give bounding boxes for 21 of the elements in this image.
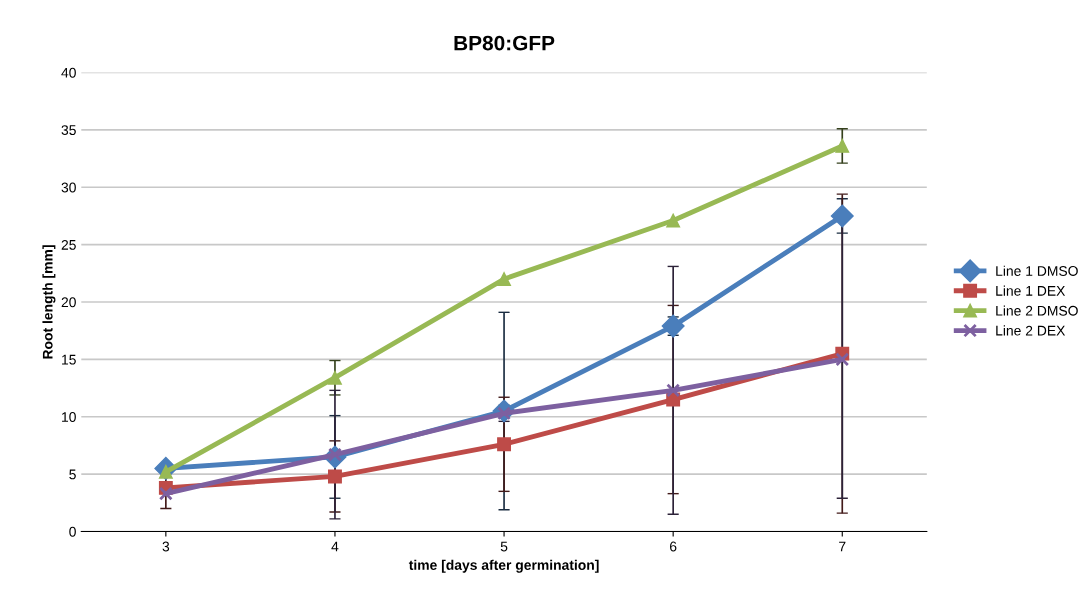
legend-label: Line 1 DMSO xyxy=(996,265,1078,276)
y-tick-label: 0 xyxy=(69,526,76,537)
y-tick-label: 30 xyxy=(61,182,76,193)
legend-label: Line 1 DEX xyxy=(996,285,1066,296)
x-tick-label: 5 xyxy=(500,541,508,552)
x-tick-label: 6 xyxy=(670,541,677,552)
x-axis-title: time [days after germination] xyxy=(408,559,599,573)
y-tick-label: 35 xyxy=(61,125,76,136)
x-tick-label: 7 xyxy=(839,541,846,552)
chart-title: BP80:GFP xyxy=(454,35,555,51)
y-tick-label: 15 xyxy=(62,354,76,365)
y-tick-label: 40 xyxy=(61,67,76,78)
y-tick-label: 5 xyxy=(69,469,76,480)
y-axis-title: Root length [mm] xyxy=(42,245,56,359)
legend-label: Line 2 DEX xyxy=(996,325,1066,336)
y-tick-label: 25 xyxy=(61,239,76,250)
x-tick-label: 3 xyxy=(162,541,170,552)
legend-label: Line 2 DMSO xyxy=(996,305,1078,316)
x-tick-label: 4 xyxy=(331,541,339,552)
y-tick-label: 20 xyxy=(61,297,76,308)
y-tick-label: 10 xyxy=(62,412,76,422)
